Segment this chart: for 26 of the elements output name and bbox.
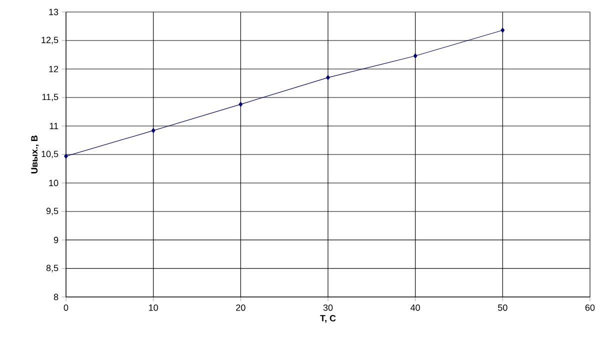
point (500, 28, 505, 33)
point (413, 53, 418, 58)
y-tick-label: 13 (49, 8, 58, 16)
y-tick-label: 9,5 (46, 208, 58, 216)
y-tick-label: 11,5 (42, 94, 58, 102)
x-tick-label: 40 (410, 304, 420, 311)
point (64, 154, 68, 159)
x-tick-label: 50 (498, 304, 508, 311)
y-tick-label: 12,5 (42, 36, 58, 44)
y-tick-label: 12 (49, 66, 58, 72)
x-tick-label: 10 (149, 304, 158, 311)
y-tick-label: 9 (54, 236, 58, 244)
y-tick-label: 8 (54, 294, 58, 300)
point (326, 75, 330, 80)
x-tick-label: 0 (64, 304, 68, 311)
point (238, 102, 243, 107)
x-axis-title: T, C (320, 315, 336, 323)
y-tick-label: 10 (49, 180, 58, 186)
x-tick-label: 60 (585, 304, 595, 311)
point (151, 128, 156, 134)
x-tick-label: 20 (236, 304, 246, 311)
y-tick-label: 11 (50, 122, 58, 130)
y-axis-title: Uвых., В (31, 136, 39, 174)
y-tick-label: 8,5 (46, 264, 58, 272)
x-tick-label: 30 (323, 304, 333, 311)
y-tick-label: 10,5 (42, 150, 58, 158)
